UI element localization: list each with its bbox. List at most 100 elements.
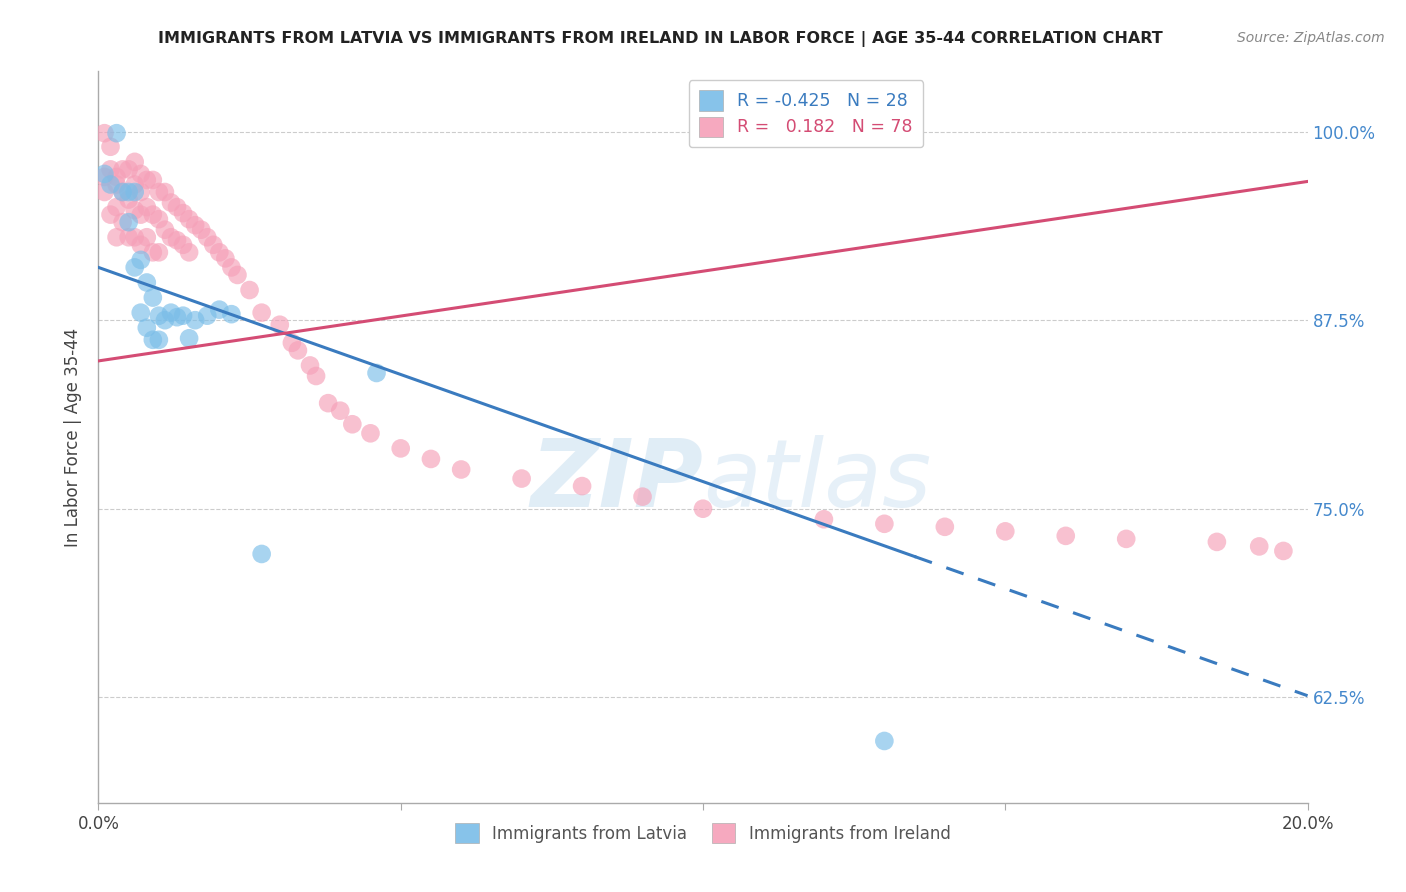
Point xyxy=(226,268,249,282)
Point xyxy=(934,520,956,534)
Point xyxy=(166,233,188,247)
Point xyxy=(269,318,291,332)
Point xyxy=(105,169,128,184)
Point xyxy=(184,218,207,232)
Point xyxy=(124,230,146,244)
Point xyxy=(873,734,896,748)
Point xyxy=(93,126,115,140)
Point xyxy=(239,283,262,297)
Point xyxy=(1054,529,1077,543)
Point xyxy=(172,309,194,323)
Point xyxy=(190,223,212,237)
Point xyxy=(135,200,157,214)
Legend: Immigrants from Latvia, Immigrants from Ireland: Immigrants from Latvia, Immigrants from … xyxy=(449,817,957,849)
Point xyxy=(160,306,183,320)
Point xyxy=(105,178,128,192)
Point xyxy=(135,230,157,244)
Point xyxy=(250,306,273,320)
Point xyxy=(153,185,176,199)
Point xyxy=(166,310,188,325)
Point xyxy=(1206,535,1229,549)
Point xyxy=(160,195,183,210)
Point xyxy=(111,162,134,177)
Point xyxy=(129,185,152,199)
Point xyxy=(118,230,141,244)
Point xyxy=(631,490,654,504)
Point xyxy=(208,245,231,260)
Point xyxy=(510,471,533,485)
Point xyxy=(100,162,122,177)
Point xyxy=(281,335,304,350)
Point xyxy=(172,206,194,220)
Point xyxy=(214,252,236,266)
Point xyxy=(129,306,152,320)
Point xyxy=(129,167,152,181)
Text: ZIP: ZIP xyxy=(530,435,703,527)
Point xyxy=(195,309,218,323)
Point xyxy=(105,200,128,214)
Point xyxy=(100,208,122,222)
Point xyxy=(1115,532,1137,546)
Point xyxy=(571,479,593,493)
Y-axis label: In Labor Force | Age 35-44: In Labor Force | Age 35-44 xyxy=(65,327,83,547)
Point xyxy=(129,252,152,267)
Point xyxy=(208,302,231,317)
Point xyxy=(179,245,201,260)
Point xyxy=(93,167,115,181)
Point xyxy=(450,462,472,476)
Point xyxy=(153,223,176,237)
Point xyxy=(420,452,443,467)
Point xyxy=(1249,540,1271,554)
Point xyxy=(342,417,364,432)
Point xyxy=(329,403,352,417)
Point xyxy=(111,185,134,199)
Point xyxy=(166,200,188,214)
Point xyxy=(129,208,152,222)
Point xyxy=(111,185,134,199)
Point xyxy=(172,237,194,252)
Point xyxy=(692,501,714,516)
Point xyxy=(124,154,146,169)
Point xyxy=(287,343,309,358)
Text: atlas: atlas xyxy=(703,435,931,526)
Point xyxy=(118,162,141,177)
Point xyxy=(360,426,382,441)
Point xyxy=(93,169,115,184)
Point xyxy=(142,291,165,305)
Point xyxy=(305,369,328,384)
Point xyxy=(195,230,218,244)
Point xyxy=(299,359,322,373)
Point xyxy=(100,140,122,154)
Point xyxy=(124,178,146,192)
Point xyxy=(389,442,412,456)
Point xyxy=(153,313,176,327)
Point xyxy=(142,333,165,347)
Point xyxy=(813,512,835,526)
Point xyxy=(179,212,201,227)
Point xyxy=(184,313,207,327)
Point xyxy=(148,245,170,260)
Text: Source: ZipAtlas.com: Source: ZipAtlas.com xyxy=(1237,31,1385,45)
Point xyxy=(316,396,339,410)
Point xyxy=(93,185,115,199)
Point xyxy=(179,331,201,345)
Point xyxy=(105,230,128,244)
Point xyxy=(129,237,152,252)
Point xyxy=(148,212,170,227)
Point xyxy=(118,215,141,229)
Point xyxy=(111,215,134,229)
Point xyxy=(148,309,170,323)
Point xyxy=(142,173,165,187)
Point xyxy=(135,276,157,290)
Point xyxy=(142,208,165,222)
Text: IMMIGRANTS FROM LATVIA VS IMMIGRANTS FROM IRELAND IN LABOR FORCE | AGE 35-44 COR: IMMIGRANTS FROM LATVIA VS IMMIGRANTS FRO… xyxy=(159,31,1163,47)
Point xyxy=(135,320,157,334)
Point xyxy=(124,185,146,199)
Point xyxy=(148,185,170,199)
Point xyxy=(135,173,157,187)
Point xyxy=(105,126,128,140)
Point xyxy=(994,524,1017,539)
Point xyxy=(124,203,146,218)
Point xyxy=(148,333,170,347)
Point xyxy=(142,245,165,260)
